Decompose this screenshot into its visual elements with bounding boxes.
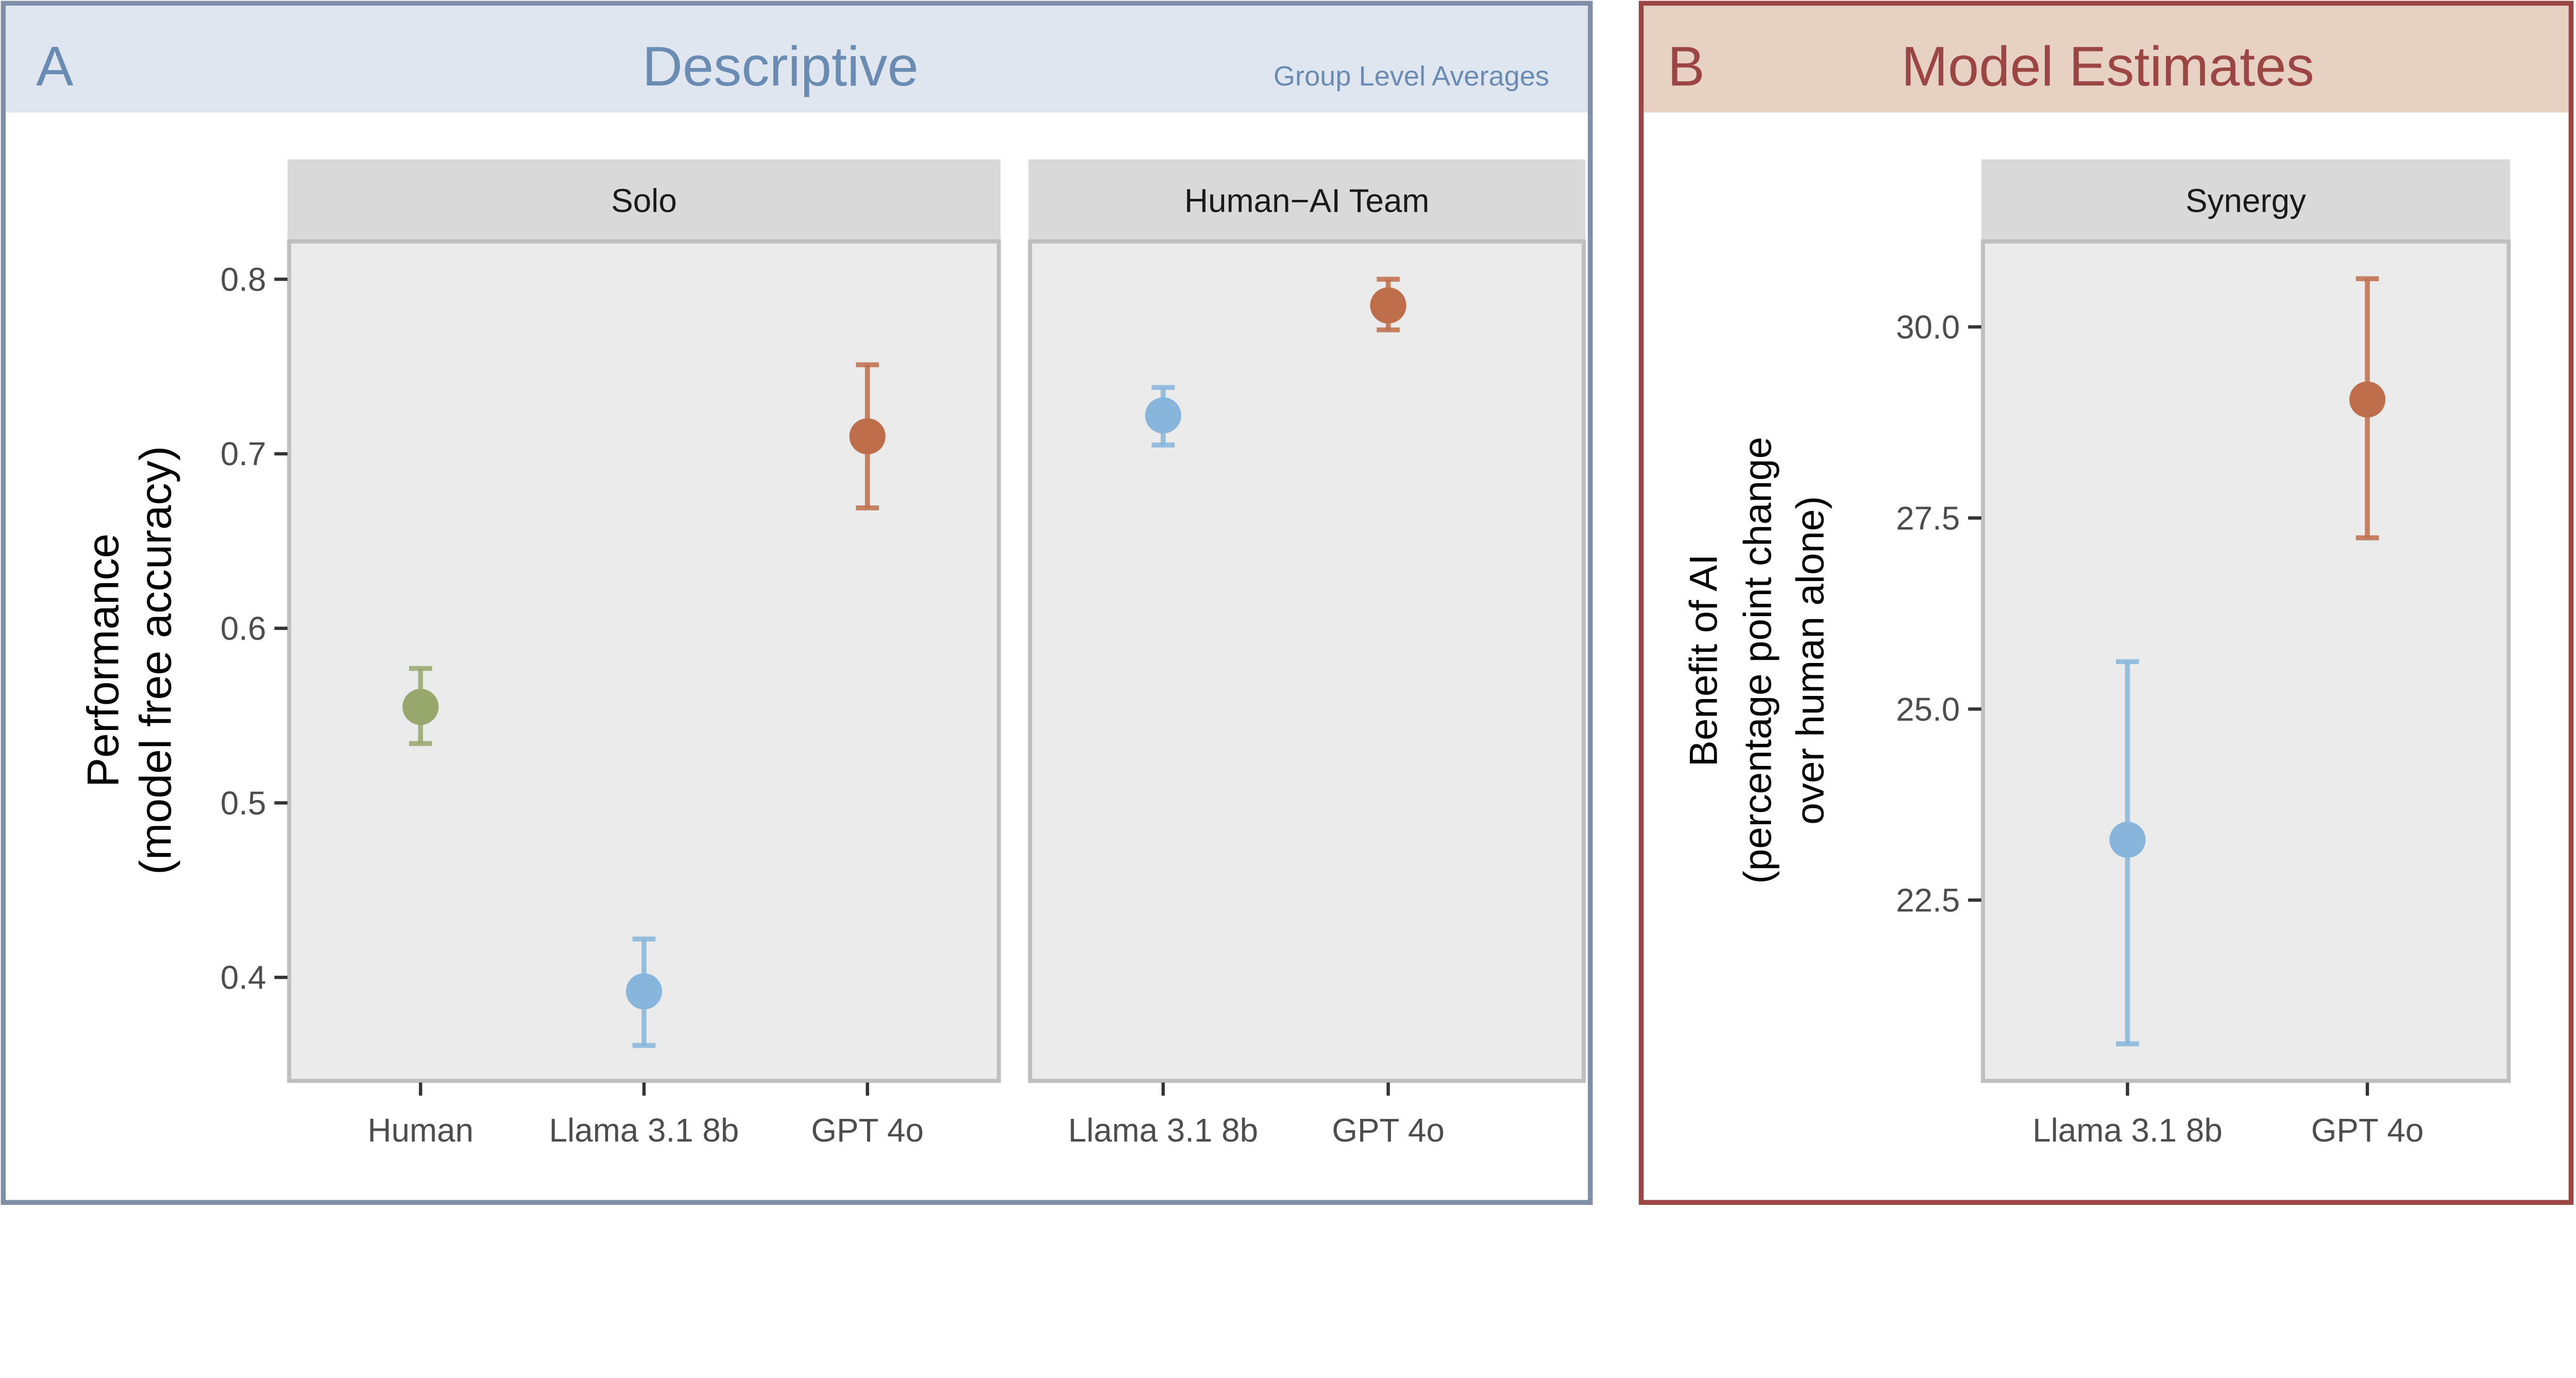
facet-label: Human−AI Team [1184, 182, 1430, 219]
facet-strip [1028, 159, 1586, 242]
facet-label: Solo [611, 182, 677, 219]
data-point [2109, 822, 2146, 858]
facet-panel [1980, 239, 2511, 1083]
panel-a-title: Descriptive [642, 35, 919, 97]
x-tick-label: Human [368, 1112, 474, 1149]
plots: Solo Human Llama 3.1 8b GPT 4o Human−AI Team… [79, 159, 2511, 1149]
y-axis-title: over human alone) [1789, 496, 1833, 825]
y-axis-title: (model free accuracy) [131, 446, 181, 875]
x-tick-label: GPT 4o [811, 1112, 924, 1149]
panel-a-subtitle: Group Level Averages [1274, 61, 1549, 92]
panel-b-header [1643, 6, 2569, 113]
x-tick-label: GPT 4o [1332, 1112, 1445, 1149]
y-axis-title: Performance [79, 534, 128, 788]
facet-panel [1028, 239, 1586, 1083]
y-tick-label: 0.8 [221, 261, 266, 298]
panel-b-letter: B [1668, 35, 1705, 97]
figure: A Descriptive Group Level Averages B Mod… [1, 1, 2574, 1205]
y-axis-title: Benefit of AI [1682, 554, 1725, 767]
data-point [849, 418, 886, 455]
data-point [1145, 397, 1181, 434]
x-tick-label: Llama 3.1 8b [1068, 1112, 1258, 1149]
y-tick-label: 0.5 [221, 785, 266, 822]
facet-label: Synergy [2185, 182, 2306, 219]
facet-strip [287, 159, 1001, 242]
panel-a-header [6, 6, 1588, 113]
y-axis-title: (percentage point change [1736, 437, 1780, 884]
y-tick-label: 0.6 [221, 610, 266, 647]
x-tick-label: Llama 3.1 8b [2032, 1112, 2223, 1149]
panel-b-title: Model Estimates [1902, 35, 2314, 97]
y-tick-label: 25.0 [1896, 691, 1960, 728]
data-point [625, 973, 663, 1010]
panel-a-letter: A [36, 35, 74, 97]
x-tick-label: Llama 3.1 8b [549, 1112, 739, 1149]
data-point [402, 689, 439, 725]
y-tick-label: 0.4 [221, 959, 266, 996]
facet-strip [1981, 159, 2511, 242]
y-tick-label: 30.0 [1896, 309, 1960, 346]
y-tick-label: 22.5 [1896, 882, 1960, 919]
y-tick-label: 0.7 [221, 435, 266, 472]
data-point [1370, 287, 1406, 324]
data-point [2349, 381, 2386, 418]
x-tick-label: GPT 4o [2311, 1112, 2424, 1149]
y-tick-label: 27.5 [1896, 500, 1960, 537]
